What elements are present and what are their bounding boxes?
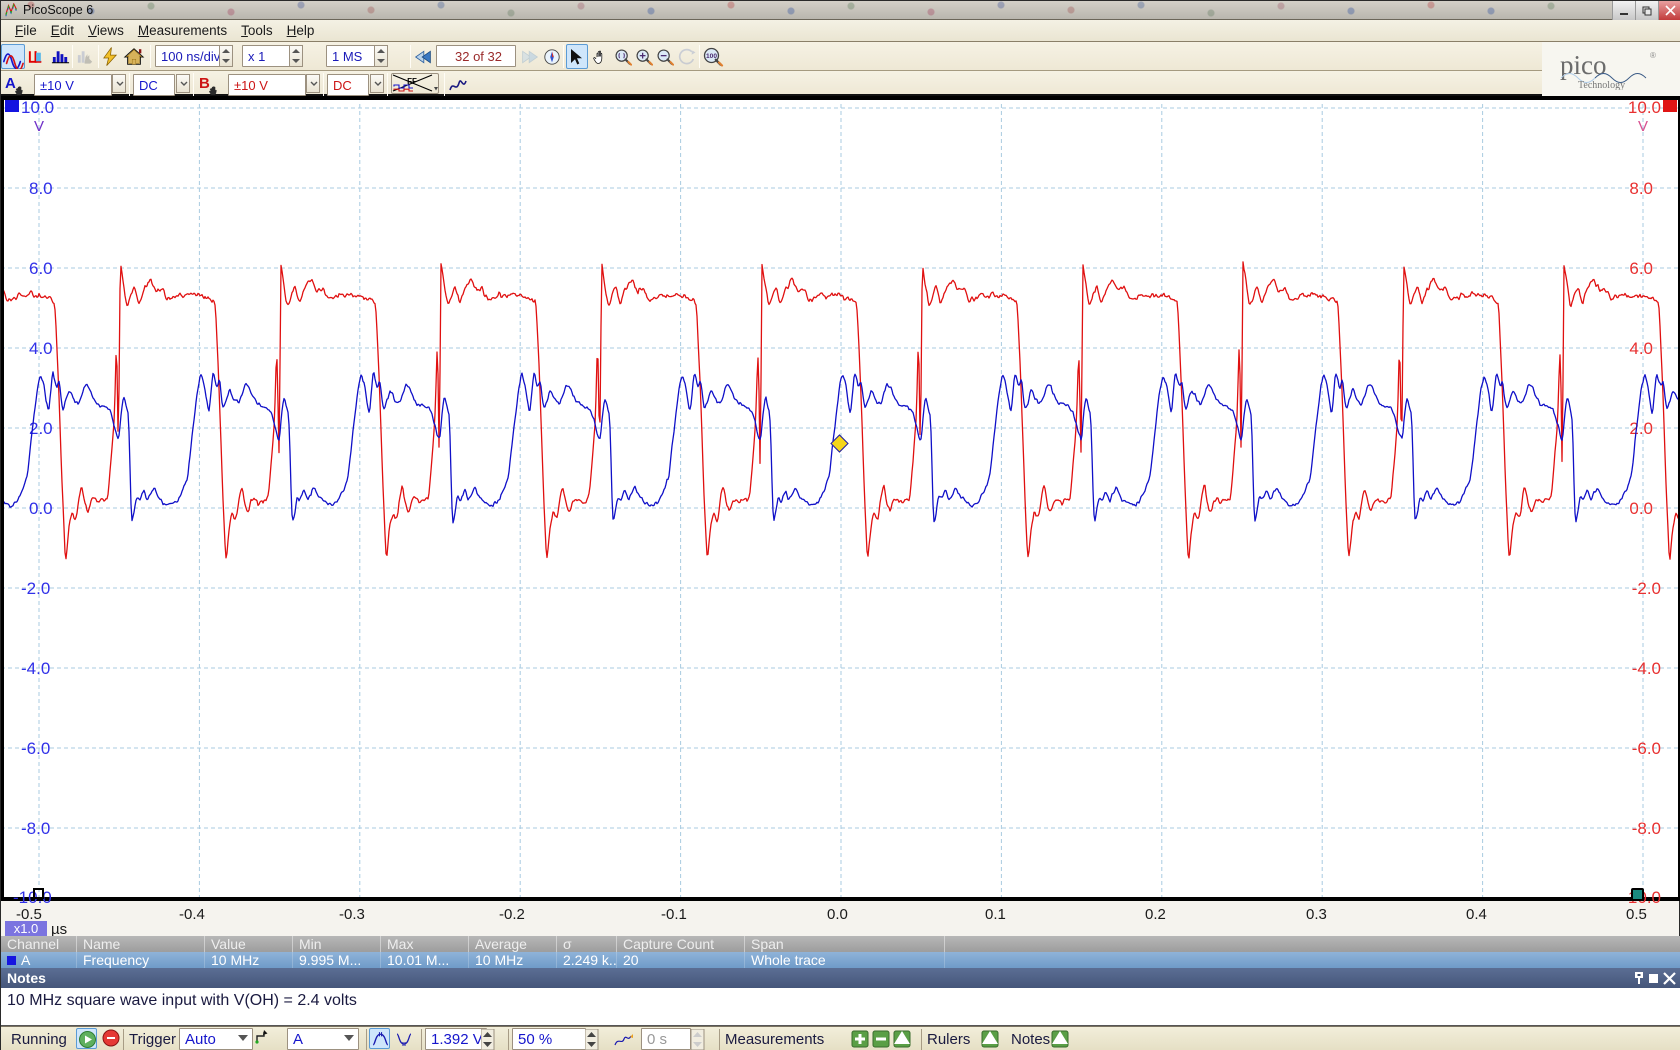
svg-text:Technology: Technology (1578, 80, 1625, 90)
svg-text:®: ® (1650, 51, 1656, 60)
svg-text:pico: pico (1560, 50, 1607, 80)
